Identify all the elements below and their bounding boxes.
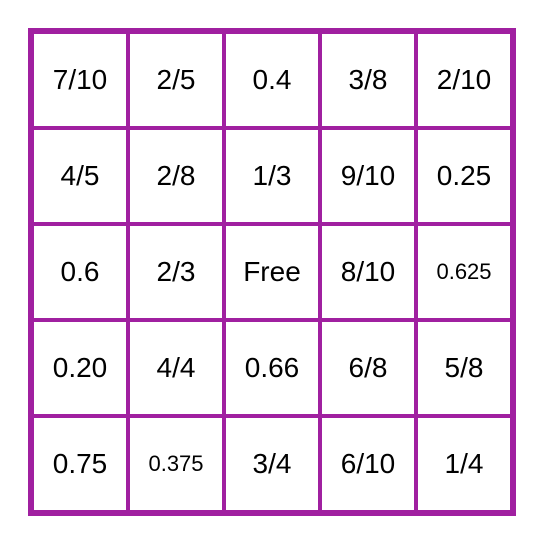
bingo-cell-label: Free [243,256,301,288]
bingo-cell-label: 4/5 [61,160,100,192]
bingo-cell: 2/8 [128,128,224,224]
bingo-cell: 7/10 [32,32,128,128]
bingo-cell: 4/5 [32,128,128,224]
bingo-cell-label: 0.66 [245,352,300,384]
bingo-cell-label: 6/10 [341,448,396,480]
bingo-cell-label: 0.6 [61,256,100,288]
bingo-cell-label: 0.20 [53,352,108,384]
bingo-cell-label: 0.4 [253,64,292,96]
bingo-cell: 0.4 [224,32,320,128]
bingo-grid: 7/10 2/5 0.4 3/8 2/10 4/5 2/8 1/3 9/10 0.25 0.6 2/3… [28,28,516,516]
bingo-cell-label: 2/5 [157,64,196,96]
bingo-cell: 0.20 [32,320,128,416]
bingo-cell: 6/8 [320,320,416,416]
bingo-cell-label: 9/10 [341,160,396,192]
bingo-cell: 0.6 [32,224,128,320]
bingo-cell: 2/3 [128,224,224,320]
bingo-cell: 0.375 [128,416,224,512]
bingo-cell-label: 0.75 [53,448,108,480]
bingo-cell: 5/8 [416,320,512,416]
bingo-cell-label: 3/4 [253,448,292,480]
bingo-cell: 0.66 [224,320,320,416]
bingo-cell-label: 2/10 [437,64,492,96]
bingo-cell: 1/3 [224,128,320,224]
bingo-cell-label: 2/8 [157,160,196,192]
bingo-cell-label: 1/3 [253,160,292,192]
bingo-cell: 2/10 [416,32,512,128]
bingo-cell-label: 0.375 [148,451,203,477]
bingo-cell: 6/10 [320,416,416,512]
bingo-cell: 8/10 [320,224,416,320]
bingo-cell-label: 2/3 [157,256,196,288]
bingo-cell: 0.625 [416,224,512,320]
bingo-cell: 9/10 [320,128,416,224]
bingo-cell-label: 4/4 [157,352,196,384]
bingo-cell-label: 7/10 [53,64,108,96]
bingo-cell: 3/8 [320,32,416,128]
bingo-cell-label: 1/4 [445,448,484,480]
bingo-cell: 2/5 [128,32,224,128]
bingo-cell-label: 3/8 [349,64,388,96]
bingo-cell: 4/4 [128,320,224,416]
bingo-cell-label: 6/8 [349,352,388,384]
bingo-cell-label: 8/10 [341,256,396,288]
bingo-cell: 0.25 [416,128,512,224]
bingo-cell: 0.75 [32,416,128,512]
bingo-cell-label: 5/8 [445,352,484,384]
bingo-cell-label: 0.625 [436,259,491,285]
bingo-cell: 3/4 [224,416,320,512]
bingo-cell: Free [224,224,320,320]
bingo-cell: 1/4 [416,416,512,512]
bingo-cell-label: 0.25 [437,160,492,192]
